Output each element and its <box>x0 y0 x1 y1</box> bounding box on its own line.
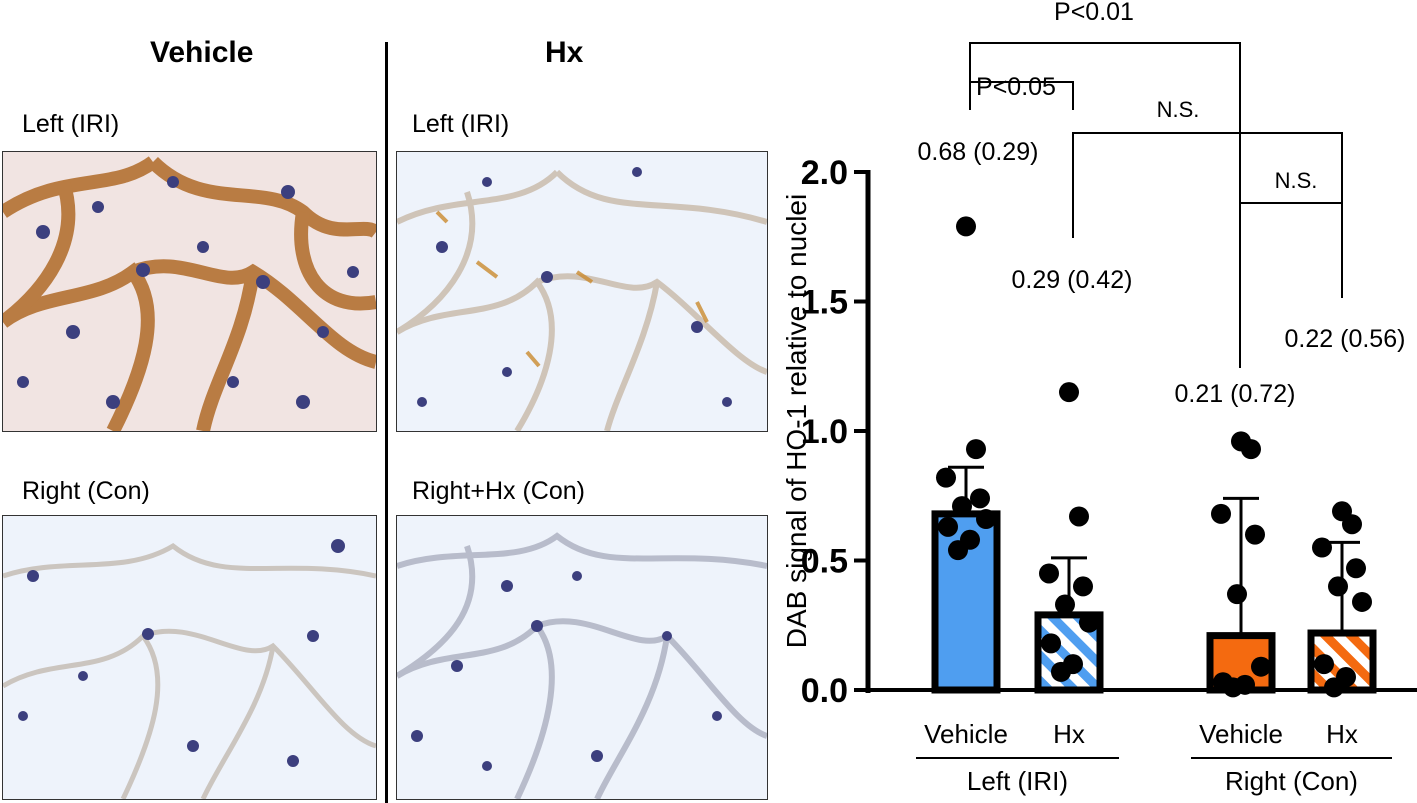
group-label: Left (IRI) <box>967 766 1068 796</box>
value-label: 0.22 (0.56) <box>1285 325 1406 353</box>
data-point <box>1352 591 1372 612</box>
data-point <box>948 540 968 561</box>
data-point <box>1069 506 1089 527</box>
data-point <box>976 509 996 530</box>
comparison-label: P<0.01 <box>1054 0 1134 26</box>
column-title-hx: Hx <box>545 36 584 69</box>
micrograph-vehicle-right <box>2 515 377 800</box>
y-axis-label: DAB signal of HO-1 relative to nuclei <box>781 194 812 648</box>
data-point <box>1328 576 1348 597</box>
data-point <box>938 516 958 537</box>
value-label: 0.68 (0.29) <box>918 138 1039 166</box>
comparison-label: N.S. <box>1157 97 1200 122</box>
data-point <box>1055 594 1075 615</box>
x-tick-label: Vehicle <box>1199 719 1283 749</box>
micrograph-vehicle-left <box>2 151 377 432</box>
data-point <box>1314 654 1334 675</box>
data-point <box>1346 558 1366 579</box>
comparison-label: N.S. <box>1275 168 1318 193</box>
y-tick-label: 0.0 <box>801 672 848 710</box>
data-point <box>1342 514 1362 535</box>
y-tick-label: 0.5 <box>801 543 848 581</box>
data-point <box>1324 677 1344 698</box>
comparison-bracket <box>969 42 1241 368</box>
data-point <box>952 496 972 517</box>
data-point <box>1059 382 1079 403</box>
data-point <box>1073 576 1093 597</box>
data-point <box>1051 661 1071 682</box>
data-point <box>1245 524 1265 545</box>
x-tick-label: Vehicle <box>924 719 1008 749</box>
data-point <box>1241 439 1261 460</box>
x-tick-label: Hx <box>1326 719 1358 749</box>
column-divider <box>385 42 388 803</box>
data-point <box>1041 633 1061 654</box>
panel-label-hx-left: Left (IRI) <box>412 110 510 138</box>
y-tick-label: 1.5 <box>801 284 848 322</box>
panel-label-hx-right: Right+Hx (Con) <box>412 477 585 505</box>
data-point <box>1223 677 1243 698</box>
data-point <box>1079 612 1099 633</box>
data-point <box>936 467 956 488</box>
value-label: 0.29 (0.42) <box>1012 266 1133 294</box>
y-tick-label: 2.0 <box>801 154 848 192</box>
data-point <box>1039 563 1059 584</box>
data-point <box>1227 584 1247 605</box>
micrograph-hx-left <box>396 151 768 432</box>
comparison-bracket <box>1072 132 1343 298</box>
data-point <box>956 216 976 237</box>
panel-label-vehicle-left: Left (IRI) <box>22 110 120 138</box>
comparison-bracket <box>969 81 1074 110</box>
data-point <box>1211 503 1231 524</box>
x-tick-label: Hx <box>1053 719 1085 749</box>
data-point <box>1251 656 1271 677</box>
value-label: 0.21 (0.72) <box>1175 380 1296 408</box>
data-point <box>1312 537 1332 558</box>
data-point <box>966 439 986 460</box>
panel-label-vehicle-right: Right (Con) <box>22 477 150 505</box>
comparison-label: P<0.05 <box>976 73 1056 101</box>
group-label: Right (Con) <box>1225 766 1358 796</box>
micrograph-hx-right <box>396 515 768 800</box>
data-point <box>970 488 990 509</box>
y-tick-label: 1.0 <box>801 413 848 451</box>
column-title-vehicle: Vehicle <box>150 36 254 69</box>
